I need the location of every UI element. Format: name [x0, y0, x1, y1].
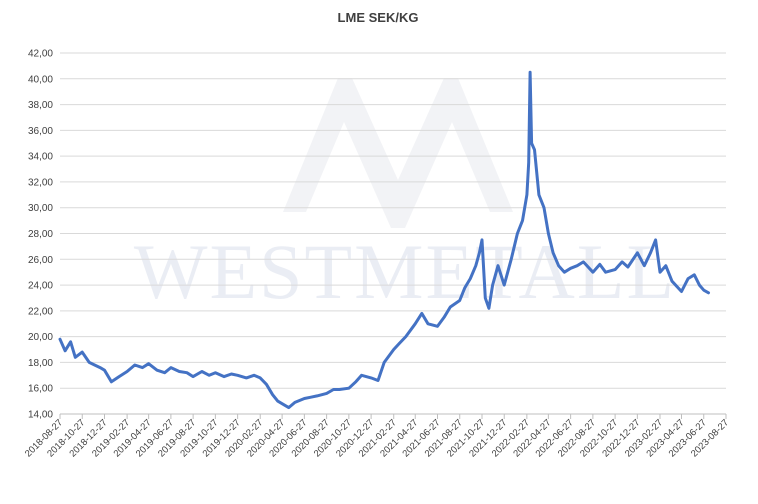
- gridlines: [60, 52, 726, 389]
- y-tick-label: 26,00: [28, 255, 53, 266]
- series-line: [58, 70, 710, 410]
- y-tick-label: 36,00: [28, 126, 53, 137]
- y-axis-ticks: 14,00 16,00 18,00 20,00 22,00 24,00 26,00 28,00…: [28, 49, 53, 421]
- y-tick-label: 32,00: [28, 177, 53, 188]
- y-tick-label: 42,00: [28, 49, 53, 60]
- westmetall-m-logo: [283, 78, 513, 228]
- y-tick-label: 28,00: [28, 229, 53, 240]
- chart-title: LME SEK/KG: [338, 10, 419, 25]
- y-tick-label: 22,00: [28, 306, 53, 317]
- y-tick-label: 38,00: [28, 100, 53, 111]
- y-tick-label: 14,00: [28, 410, 53, 421]
- watermark-text: WESTMETALL: [134, 228, 676, 315]
- y-tick-label: 20,00: [28, 332, 53, 343]
- y-tick-label: 16,00: [28, 384, 53, 395]
- y-tick-label: 30,00: [28, 203, 53, 214]
- y-tick-label: 40,00: [28, 74, 53, 85]
- y-tick-label: 24,00: [28, 281, 53, 292]
- x-axis: 2018-08-272018-10-272018-12-272019-02-27…: [23, 413, 731, 459]
- y-tick-label: 18,00: [28, 358, 53, 369]
- watermark: WESTMETALL: [134, 78, 676, 315]
- series-group: [58, 70, 710, 410]
- y-tick-label: 34,00: [28, 152, 53, 163]
